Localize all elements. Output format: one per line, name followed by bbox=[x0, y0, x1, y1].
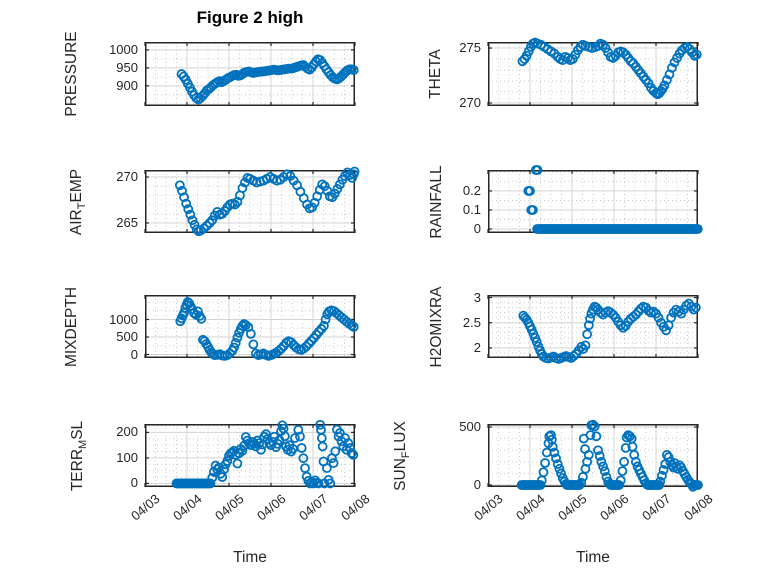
series-theta bbox=[517, 37, 702, 100]
y-axis-label-pressure: PRESSURE bbox=[63, 31, 80, 117]
y-tick-label: 270 bbox=[459, 95, 481, 111]
y-tick-label: 270 bbox=[116, 168, 138, 184]
figure-title: Figure 2 high bbox=[196, 8, 304, 27]
plot-area-h2omixra bbox=[487, 295, 701, 364]
x-tick-label: 04/05 bbox=[212, 491, 247, 524]
y-axis-label-theta: THETA bbox=[427, 49, 444, 99]
plot-area-air_temp bbox=[144, 166, 360, 237]
minor-grid bbox=[488, 42, 698, 106]
y-axis-label-mixdepth: MIXDEPTH bbox=[63, 286, 80, 367]
x-axis-title-right: Time bbox=[576, 549, 610, 566]
y-tick-label: 500 bbox=[459, 419, 481, 435]
y-tick-label: 2 bbox=[473, 339, 481, 355]
x-tick-label: 04/03 bbox=[471, 491, 506, 524]
plot-area-rainfall bbox=[487, 165, 703, 234]
series-air_temp bbox=[174, 166, 360, 237]
series-rainfall bbox=[523, 165, 703, 234]
y-axis-label-sun_flux: SUNFLUX bbox=[392, 420, 412, 491]
plot-area-terr_msl bbox=[144, 419, 359, 489]
x-tick-label: 04/06 bbox=[597, 491, 632, 524]
axes-box bbox=[488, 424, 698, 487]
x-tick-label: 04/08 bbox=[681, 491, 716, 524]
y-tick-label: 950 bbox=[116, 59, 138, 75]
minor-grid bbox=[488, 170, 698, 233]
plot-area-theta bbox=[487, 37, 702, 106]
tick-marks bbox=[487, 42, 699, 106]
y-tick-label: 900 bbox=[116, 77, 138, 93]
y-axis-label-air_temp: AIRTEMP bbox=[68, 168, 88, 235]
y-tick-label: 500 bbox=[116, 329, 138, 344]
y-tick-label: 3 bbox=[473, 289, 481, 305]
series-sun_flux bbox=[516, 419, 703, 492]
y-tick-label: 1000 bbox=[109, 311, 138, 327]
x-axis-title-left: Time bbox=[233, 549, 267, 566]
tick-marks bbox=[487, 170, 699, 233]
y-axis-label-rainfall: RAINFALL bbox=[428, 164, 445, 239]
y-tick-label: 0 bbox=[473, 477, 481, 493]
x-tick-label: 04/04 bbox=[170, 491, 205, 524]
x-tick-label: 04/07 bbox=[296, 491, 331, 524]
y-tick-label: 0 bbox=[130, 346, 138, 362]
y-tick-label: 200 bbox=[116, 424, 138, 440]
x-tick-label: 04/07 bbox=[639, 491, 674, 524]
plot-area-sun_flux bbox=[487, 419, 703, 492]
x-tick-label: 04/08 bbox=[338, 491, 373, 524]
y-tick-label: 0 bbox=[473, 221, 481, 236]
tick-marks bbox=[144, 424, 356, 487]
y-tick-label: 2.5 bbox=[462, 314, 481, 330]
y-tick-label: 0.1 bbox=[462, 201, 481, 217]
axes-box bbox=[488, 170, 698, 233]
major-grid bbox=[488, 170, 698, 233]
series-terr_msl bbox=[171, 419, 359, 489]
axes-box bbox=[488, 295, 698, 358]
x-tick-label: 04/06 bbox=[254, 491, 289, 524]
series-pressure bbox=[176, 54, 359, 105]
axes-box bbox=[145, 295, 355, 358]
x-tick-label: 04/04 bbox=[513, 491, 548, 524]
x-tick-label: 04/03 bbox=[128, 491, 163, 524]
y-tick-label: 275 bbox=[459, 40, 481, 56]
plot-area-pressure bbox=[144, 42, 359, 106]
y-tick-label: 265 bbox=[116, 214, 138, 230]
y-tick-label: 100 bbox=[116, 449, 138, 465]
series-h2omixra bbox=[518, 298, 701, 364]
x-tick-label: 04/05 bbox=[555, 491, 590, 524]
y-tick-label: 0 bbox=[130, 475, 138, 491]
series-mixdepth bbox=[175, 297, 359, 361]
plot-area-mixdepth bbox=[144, 295, 359, 361]
y-tick-label: 1000 bbox=[109, 41, 138, 57]
axes-box bbox=[145, 170, 355, 233]
y-axis-label-terr_msl: TERRMSL bbox=[69, 420, 89, 491]
y-axis-label-h2omixra: H2OMIXRA bbox=[428, 286, 445, 367]
y-tick-label: 0.2 bbox=[462, 182, 481, 198]
